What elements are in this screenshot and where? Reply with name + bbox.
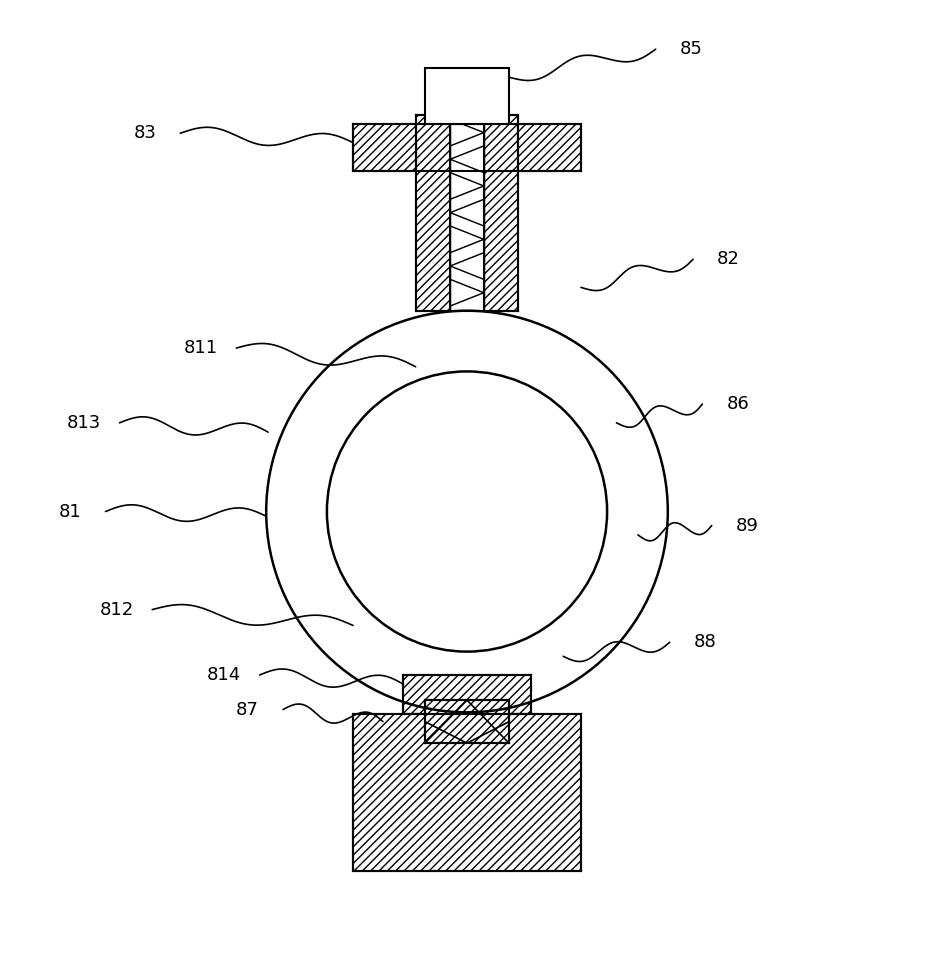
Text: 812: 812 [100,601,134,619]
Text: 83: 83 [134,124,156,142]
Text: 85: 85 [680,41,702,58]
Text: 88: 88 [694,633,716,652]
Text: 814: 814 [207,666,241,684]
Bar [353,715,581,871]
Text: 87: 87 [236,700,259,718]
Text: 86: 86 [727,396,749,413]
Text: 813: 813 [67,414,101,432]
Bar [403,675,531,715]
Bar [484,114,518,310]
Bar [353,124,416,170]
Bar [425,68,509,124]
Text: 81: 81 [59,503,81,520]
Bar [425,700,509,744]
Text: 811: 811 [184,339,218,357]
Bar [416,114,450,310]
Text: 89: 89 [736,516,758,535]
Text: 82: 82 [717,250,740,268]
Bar [518,124,581,170]
